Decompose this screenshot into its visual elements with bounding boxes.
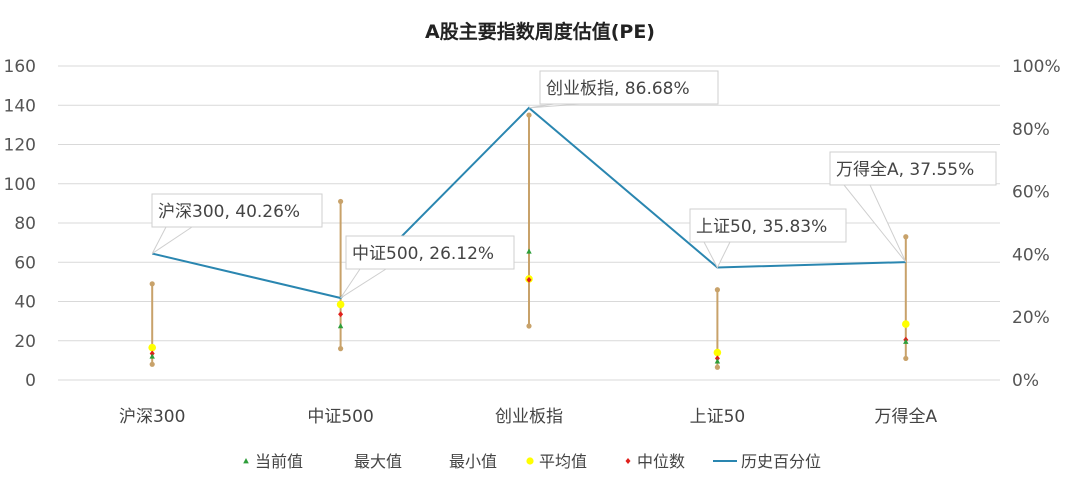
max-point — [903, 234, 909, 240]
x-category-label: 万得全A — [874, 407, 937, 427]
callout-box — [151, 193, 323, 228]
callout-leader — [843, 184, 907, 263]
y-right-tick-label: 80% — [1012, 120, 1050, 140]
callout-box — [829, 151, 997, 186]
callout-leader — [151, 226, 193, 254]
x-category-label: 沪深300 — [119, 407, 185, 427]
x-axis: 沪深300 中证500 创业板指 上证50 万得全A — [119, 407, 938, 427]
callout-label: 万得全A, 37.55% — [836, 160, 974, 180]
y-left-tick-label: 100 — [4, 175, 36, 195]
y-left-tick-label: 20 — [14, 332, 36, 352]
current-point — [149, 353, 155, 359]
y-right-tick-label: 60% — [1012, 183, 1050, 203]
min-point — [714, 364, 721, 370]
min-point — [903, 355, 909, 362]
callout-box — [539, 70, 719, 105]
current-point — [526, 248, 532, 254]
y-right-tick-label: 100% — [1012, 57, 1061, 77]
y-left-tick-label: 140 — [4, 96, 36, 116]
average-point — [902, 320, 910, 328]
chart-title: A股主要指数周度估值(PE) — [425, 20, 655, 43]
value-markers — [148, 248, 910, 364]
legend-current-marker — [243, 458, 249, 464]
y-left-tick-label: 60 — [14, 253, 36, 273]
legend-label: 平均值 — [539, 452, 587, 471]
x-category-label: 创业板指 — [495, 407, 563, 427]
median-point — [338, 311, 344, 318]
y-right-tick-label: 20% — [1012, 308, 1050, 328]
current-point — [714, 358, 721, 364]
y-right-tick-label: 40% — [1012, 245, 1050, 265]
legend-label: 最小值 — [449, 452, 497, 471]
x-category-label: 上证50 — [690, 407, 746, 427]
max-point — [149, 281, 155, 287]
min-point — [338, 346, 344, 352]
callout-label: 上证50, 35.83% — [696, 217, 827, 237]
y-left-tick-label: 160 — [4, 57, 36, 77]
max-point — [338, 198, 344, 205]
min-point — [526, 323, 532, 329]
callout-label: 创业板指, 86.68% — [546, 79, 690, 99]
average-point — [336, 300, 345, 309]
legend-average-marker — [526, 457, 534, 465]
median-point — [526, 276, 532, 283]
legend: 当前值 最大值 最小值 平均值 中位数 历史百分位 — [243, 452, 821, 471]
callout-box — [689, 208, 847, 243]
callout-leader — [340, 268, 387, 299]
max-point — [714, 287, 721, 293]
average-point — [148, 343, 156, 352]
y-axis-left: 0 20 40 60 80 100 120 140 160 — [4, 57, 36, 391]
legend-label: 中位数 — [637, 452, 685, 471]
legend-median-marker — [625, 458, 631, 464]
min-point — [149, 361, 155, 367]
y-axis-right: 0% 20% 40% 60% 80% 100% — [1012, 57, 1061, 391]
max-point — [526, 112, 532, 118]
callout-leader — [703, 241, 731, 269]
callout-label: 沪深300, 40.26% — [158, 202, 300, 222]
y-right-tick-label: 0% — [1012, 371, 1039, 391]
callout-label: 中证500, 26.12% — [352, 244, 494, 264]
y-left-tick-label: 120 — [4, 136, 36, 156]
current-point — [337, 323, 344, 329]
y-left-tick-label: 40 — [14, 293, 36, 313]
legend-label: 历史百分位 — [741, 452, 821, 471]
y-left-tick-label: 0 — [25, 371, 36, 391]
average-point — [713, 348, 722, 357]
percentile-callouts: 沪深300, 40.26% 中证500, 26.12% 创业板指, 86.68% 上证… — [151, 70, 997, 299]
legend-label: 当前值 — [255, 452, 303, 471]
callout-box — [345, 235, 515, 270]
x-category-label: 中证500 — [307, 407, 373, 427]
legend-label: 最大值 — [354, 452, 402, 471]
current-point — [903, 338, 909, 344]
callout-leader — [528, 103, 581, 109]
y-left-tick-label: 80 — [14, 214, 36, 234]
